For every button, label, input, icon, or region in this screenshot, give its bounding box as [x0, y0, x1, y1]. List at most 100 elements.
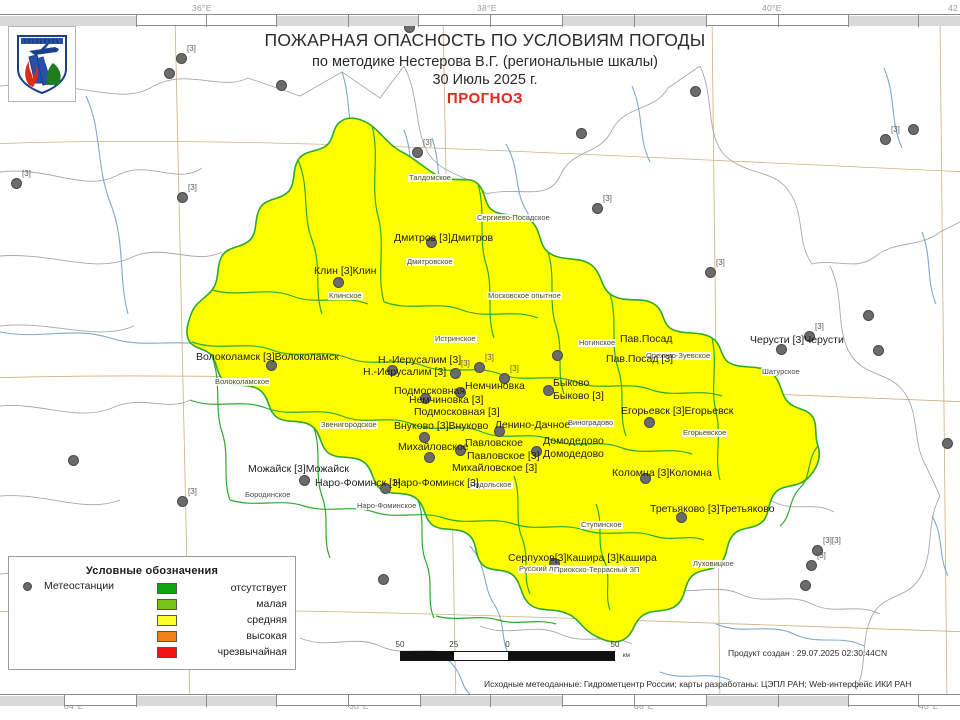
scale-tick-label: 0 [505, 640, 510, 649]
city-label: Михайловское [398, 441, 469, 453]
meteostation-dot-icon [412, 147, 423, 158]
meteostation-dot-icon [942, 438, 953, 449]
meteostation-dot-icon [494, 426, 505, 437]
meteostation-dot-icon [804, 331, 815, 342]
axis-label-top-3: 42 [948, 3, 959, 13]
meteostation-dot-icon [908, 124, 919, 135]
legend-color-swatch [157, 598, 177, 610]
meteostation-dot-icon [424, 452, 435, 463]
city-label: Домодедово [543, 448, 604, 460]
meteostation-dot-icon [806, 560, 817, 571]
meteostation-dot-icon [800, 580, 811, 591]
city-label: Коломна [3]Коломна [612, 467, 712, 479]
city-label: Немчиновка [3] [409, 394, 484, 406]
meteostation-dot-icon [164, 68, 175, 79]
city-label: Можайск [3]Можайск [248, 463, 349, 475]
meteostation-dot-icon [450, 368, 461, 379]
meteostation-dot-icon [812, 545, 823, 556]
district-label: Ногинское [578, 338, 617, 348]
city-label: Н.-Иерусалим [3] [378, 354, 462, 366]
meteostation-class-label: [3][3] [823, 536, 841, 545]
district-label: Дмитровское [406, 257, 454, 267]
axis-label-bottom-0: 34°E [64, 701, 84, 711]
shield-emblem-icon [17, 35, 67, 95]
axis-label-top-2: 40°E [762, 3, 782, 13]
data-sources-text: Исходные метеоданные: Гидрометцентр Росс… [484, 679, 912, 689]
city-label: Дмитров [3]Дмитров [394, 232, 494, 244]
map-canvas[interactable] [0, 26, 960, 694]
city-label: Быково [3] [553, 390, 604, 402]
meteostation-class-label: [3] [817, 551, 826, 560]
meteostation-class-label: [3] [188, 487, 197, 496]
legend-color-swatch [157, 630, 177, 642]
meteostation-dot-icon [266, 360, 277, 371]
legend-class-label: средняя [247, 614, 287, 626]
legend-class-label: высокая [246, 630, 287, 642]
district-label: Орехово-Зуевское [645, 351, 712, 361]
meteostation-dot-icon [419, 432, 430, 443]
meteostation-class-label: [3] [603, 194, 612, 203]
axis-label-bottom-2: 38°E [634, 701, 654, 711]
city-label: Наро-Фоминск [3] [393, 477, 479, 489]
meteostation-dot-icon [23, 581, 32, 591]
city-label: Наро-Фоминск [3] [315, 477, 401, 489]
axis-label-top-0: 36°E [192, 3, 212, 13]
meteostation-class-label: [3] [22, 169, 31, 178]
scale-tick-label: 50 [610, 640, 620, 649]
meteostation-dot-icon [380, 483, 391, 494]
city-label: Третьяково [3]Третьяково [650, 503, 775, 515]
meteostation-dot-icon [873, 345, 884, 356]
city-label: Н.-Иерусалим [3] [363, 366, 447, 378]
meteostation-class-label: [3] [461, 359, 470, 368]
city-label: Немчиновка [465, 380, 525, 392]
meteostation-dot-icon [455, 445, 466, 456]
city-label: Серпухов[3]Кашира [3]Кашира [508, 552, 657, 564]
city-label: Павловское [3] [467, 450, 540, 462]
city-label: Подмосковная [3] [414, 406, 500, 418]
meteostation-class-label: [3] [716, 258, 725, 267]
meteostation-dot-icon [276, 80, 287, 91]
legend-color-swatch [157, 614, 177, 626]
scale-bar-ticks: 50 25 0 50 [396, 640, 620, 651]
city-label: Черусти [3]Черусти [750, 334, 844, 346]
city-label: Пав.Посад [620, 333, 673, 345]
city-label: Быково [553, 377, 590, 389]
district-label: Волоколамское [214, 377, 271, 387]
axis-label-top-1: 38°E [477, 3, 497, 13]
frame-band-bottom [0, 694, 960, 707]
axis-label-bottom-3: 40°E [919, 701, 939, 711]
meteostation-dot-icon [592, 203, 603, 214]
legend-class-row: малая [157, 596, 295, 612]
legend-classes: отсутствует малая средняя высокая чрезвычайн… [157, 580, 295, 660]
legend-class-label: чрезвычайная [217, 646, 287, 658]
district-label: Ступинское [580, 520, 623, 530]
district-label: Виноградово [567, 418, 615, 428]
district-label: Наро-Фоминское [356, 501, 418, 511]
meteostation-dot-icon [474, 362, 485, 373]
frame-band-top [0, 14, 960, 27]
meteostation-dot-icon [543, 385, 554, 396]
district-label: Сергиево-Посадское [476, 213, 551, 223]
city-label: Михайловское [3] [452, 462, 538, 474]
meteostation-class-label: [3] [423, 138, 432, 147]
meteostation-class-label: [3] [187, 44, 196, 53]
meteostation-dot-icon [68, 455, 79, 466]
district-label: Шатурское [761, 367, 801, 377]
axis-label-bottom-1: 36°E [349, 701, 369, 711]
district-label: Луховицкое [692, 559, 735, 569]
meteostation-dot-icon [776, 344, 787, 355]
city-label: Ленино-Дачное [495, 419, 571, 431]
meteostation-class-label: [3] [815, 322, 824, 331]
legend-color-swatch [157, 582, 177, 594]
city-label: Павловское [465, 437, 523, 449]
scale-bar: 50 25 0 50 км [396, 640, 630, 661]
meteostation-dot-icon [420, 393, 431, 404]
meteostation-dot-icon [177, 192, 188, 203]
district-label: Русский лес [518, 564, 563, 574]
meteostation-dot-icon [11, 178, 22, 189]
meteostation-dot-icon [863, 310, 874, 321]
meteostation-dot-icon [705, 267, 716, 278]
agency-logo [8, 26, 76, 102]
district-label: Звенигородское [320, 420, 378, 430]
meteostation-dot-icon [378, 574, 389, 585]
